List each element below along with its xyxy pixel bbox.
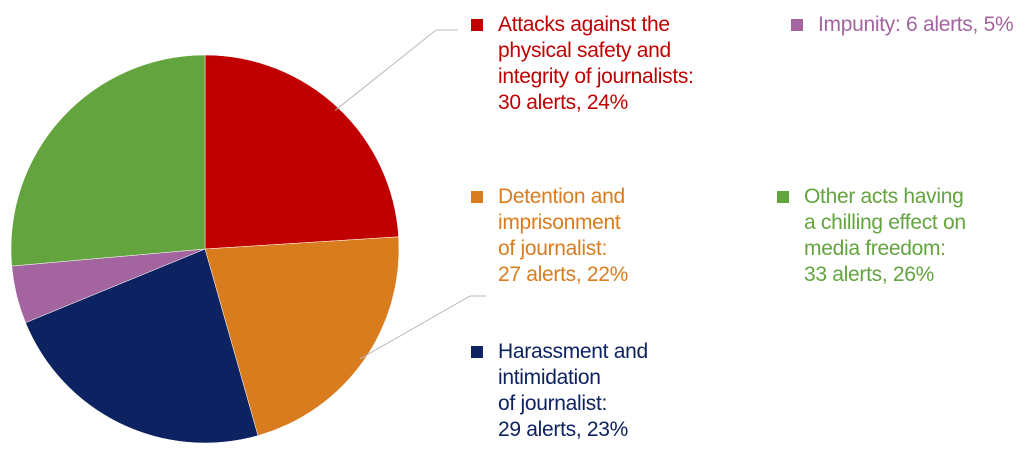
legend-attacks-line-3: integrity of journalists: — [498, 65, 694, 88]
pie-slice-harassment — [25, 248, 259, 444]
pie-slices — [10, 54, 400, 444]
leader-line-detention — [359, 295, 486, 360]
pie-slice-detention — [204, 236, 400, 436]
legend-attacks-line-1: Attacks against the — [498, 13, 670, 36]
legend-detention-line-3: of journalist: — [498, 237, 608, 260]
legend-swatch-harassment — [471, 346, 483, 358]
legend-other-line-1: Other acts having — [804, 185, 964, 208]
legend-attacks-line-2: physical safety and — [498, 39, 671, 62]
legend-harassment-line-2: intimidation — [498, 366, 601, 389]
leader-lines — [334, 29, 486, 360]
legend-other: Other acts having a chilling effect on m… — [777, 184, 966, 288]
legend-impunity: Impunity: 6 alerts, 5% — [791, 12, 1014, 38]
legend-harassment: Harassment and intimidation of journalis… — [471, 339, 648, 443]
legend-swatch-other — [777, 191, 789, 203]
legend-detention-line-4: 27 alerts, 22% — [498, 263, 629, 286]
legend-detention: Detention and imprisonment of journalist… — [471, 184, 629, 288]
legend-detention-line-1: Detention and — [498, 185, 625, 208]
leader-line-attacks — [334, 29, 458, 111]
legend-harassment-line-1: Harassment and — [498, 340, 648, 363]
legend-harassment-line-4: 29 alerts, 23% — [498, 418, 629, 441]
pie-slice-attacks — [204, 54, 399, 250]
legend-impunity-line-1: Impunity: 6 alerts, 5% — [818, 13, 1014, 36]
legend-attacks: Attacks against the physical safety and … — [471, 12, 694, 116]
legend-swatch-detention — [471, 191, 483, 203]
legend-other-line-2: a chilling effect on — [804, 211, 966, 234]
legend-other-line-3: media freedom: — [804, 237, 946, 260]
legend-attacks-line-4: 30 alerts, 24% — [498, 91, 629, 114]
legend-swatch-impunity — [791, 19, 803, 31]
legend-other-line-4: 33 alerts, 26% — [804, 263, 935, 286]
legend-swatch-attacks — [471, 19, 483, 31]
legend-detention-line-2: imprisonment — [498, 211, 621, 234]
legend-harassment-line-3: of journalist: — [498, 392, 608, 415]
pie-slice-other — [10, 54, 206, 267]
